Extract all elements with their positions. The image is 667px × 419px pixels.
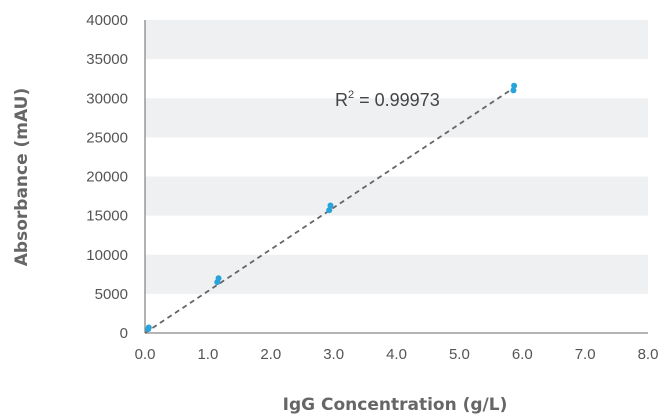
x-tick-labels: 0.0 1.0 2.0 3.0 4.0 5.0 6.0 7.0 8.0 — [135, 346, 659, 363]
x-tick-label: 6.0 — [512, 346, 533, 363]
y-tick-label: 10000 — [86, 247, 128, 264]
y-axis-label: Absorbance (mAU) — [12, 88, 32, 266]
data-point — [215, 275, 222, 282]
grid-band — [145, 254, 648, 294]
grid-band — [145, 98, 648, 138]
trendline — [144, 85, 517, 334]
grid-band — [145, 176, 648, 216]
x-tick-label: 3.0 — [323, 346, 344, 363]
x-tick-label: 2.0 — [260, 346, 281, 363]
data-point — [511, 82, 518, 89]
y-tick-label: 40000 — [86, 12, 128, 29]
r-squared-annotation: R2 = 0.99973 — [335, 89, 440, 110]
x-tick-label: 5.0 — [449, 346, 470, 363]
data-point — [327, 202, 334, 209]
x-tick-label: 1.0 — [197, 346, 218, 363]
data-points — [145, 82, 518, 333]
y-tick-label: 5000 — [95, 286, 128, 303]
x-axis-label: IgG Concentration (g/L) — [283, 395, 508, 415]
x-tick-label: 7.0 — [575, 346, 596, 363]
x-tick-label: 0.0 — [135, 346, 156, 363]
data-point — [510, 87, 517, 94]
r-squared-superscript: 2 — [348, 89, 354, 101]
y-tick-label: 20000 — [86, 169, 128, 186]
grid-band — [145, 20, 648, 60]
r-squared-base: R — [335, 90, 348, 110]
y-tick-label: 30000 — [86, 90, 128, 107]
x-tick-label: 4.0 — [386, 346, 407, 363]
y-tick-labels: 0 5000 10000 15000 20000 25000 30000 35000 40000 — [86, 12, 128, 342]
grid-bands — [145, 20, 648, 294]
data-point — [326, 207, 333, 214]
y-tick-label: 25000 — [86, 129, 128, 146]
r-squared-value: = 0.99973 — [354, 90, 440, 110]
y-tick-label: 15000 — [86, 208, 128, 225]
y-tick-label: 35000 — [86, 51, 128, 68]
data-point — [145, 324, 152, 331]
x-tick-label: 8.0 — [638, 346, 659, 363]
y-tick-label: 0 — [120, 325, 128, 342]
